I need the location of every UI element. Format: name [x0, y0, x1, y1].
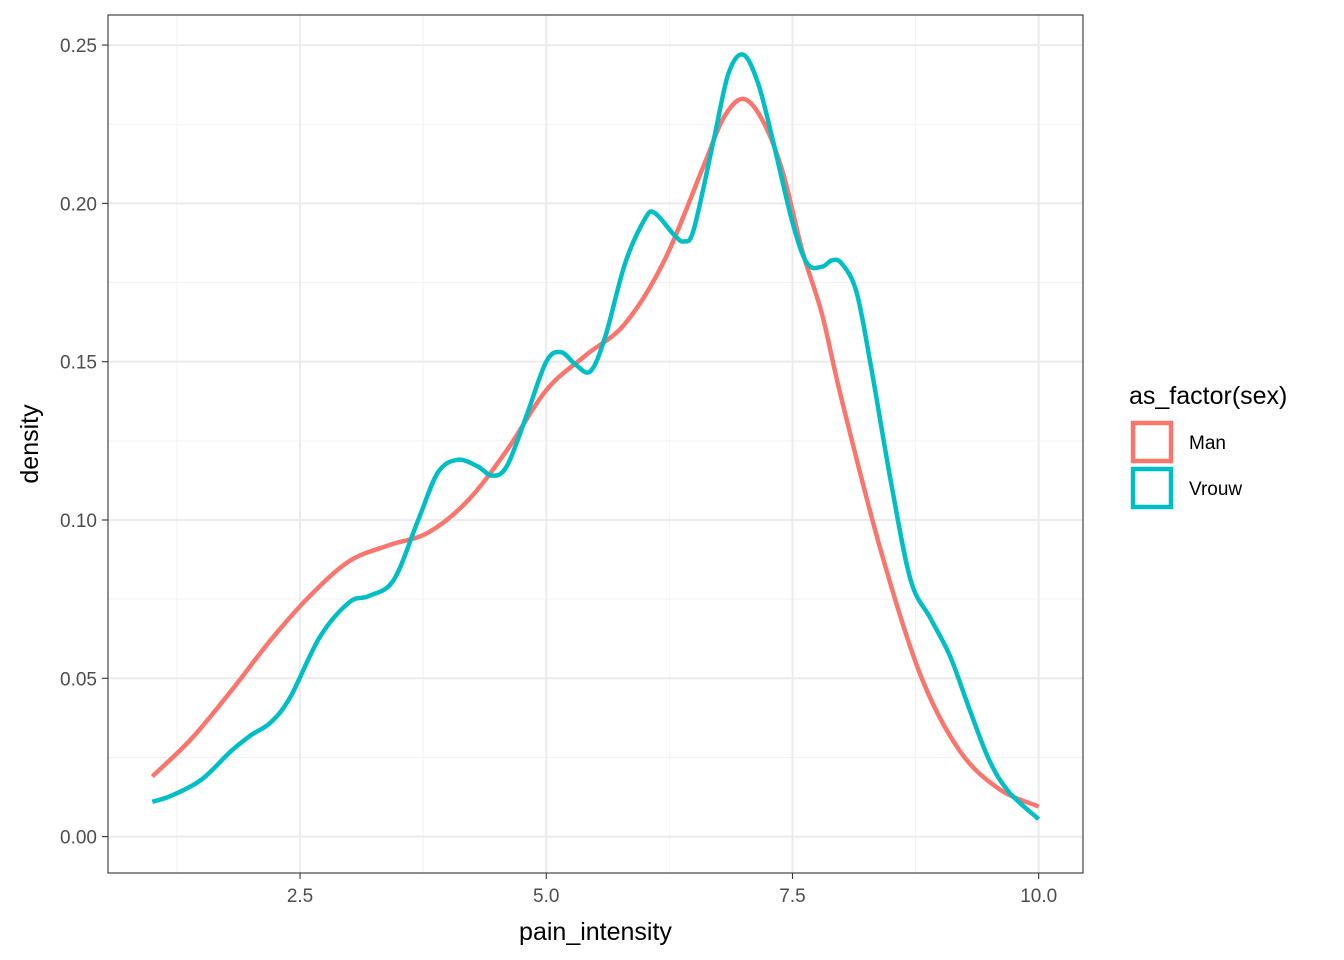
legend-key-vrouw: [1130, 466, 1174, 510]
axis-ticks: [102, 44, 1040, 879]
axis-tick-labels: 2.5 5.0 7.5 10.0 0.00 0.05 0.10 0.15 0.20 0.25: [60, 36, 1057, 907]
y-tick-label: 0.05: [60, 669, 97, 690]
series-line-vrouw: [151, 52, 1041, 821]
legend-label-vrouw: Vrouw: [1189, 479, 1242, 500]
y-tick-label: 0.15: [60, 353, 97, 374]
y-tick-label: 0.00: [60, 828, 97, 849]
legend: as_factor(sex) Man Vrouw: [1129, 382, 1287, 510]
panel-border: [107, 14, 1084, 874]
x-tick-label: 5.0: [533, 886, 559, 907]
minor-gridlines: [108, 15, 1083, 873]
y-tick-label: 0.25: [60, 36, 97, 57]
x-tick-label: 2.5: [287, 886, 313, 907]
major-gridlines: [108, 15, 1083, 873]
y-tick-label: 0.10: [60, 511, 97, 532]
x-axis-title: pain_intensity: [519, 918, 672, 946]
legend-title: as_factor(sex): [1129, 382, 1287, 410]
y-tick-label: 0.20: [60, 194, 97, 215]
legend-label-man: Man: [1189, 433, 1226, 454]
y-axis-title: density: [16, 404, 44, 484]
series-lines: [150, 52, 1041, 821]
series-line-man: [150, 96, 1040, 809]
legend-key-man: [1130, 420, 1174, 464]
x-tick-label: 7.5: [779, 886, 805, 907]
x-tick-label: 10.0: [1020, 886, 1057, 907]
